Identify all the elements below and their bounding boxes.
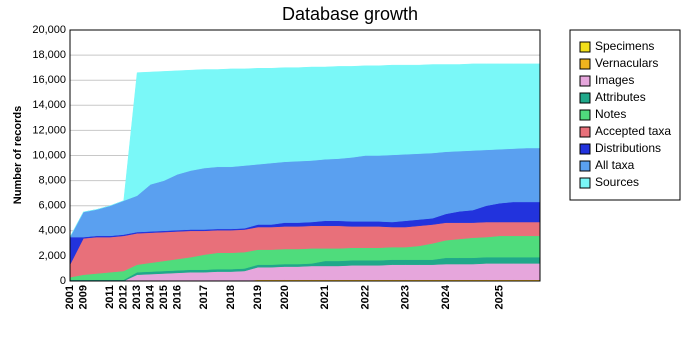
legend-swatch: [579, 143, 591, 155]
x-tick-label: 2022: [359, 285, 371, 309]
chart-title: Database growth: [282, 4, 418, 24]
y-tick-label: 14,000: [32, 99, 66, 111]
legend-swatch: [579, 41, 591, 53]
legend-label: Attributes: [595, 90, 646, 104]
y-tick-label: 20,000: [32, 24, 66, 36]
legend-swatch: [579, 160, 591, 172]
x-tick-label: 2020: [279, 285, 291, 309]
y-tick-label: 12,000: [32, 124, 66, 136]
y-tick-label: 0: [60, 275, 66, 287]
x-tick-label: 2023: [400, 285, 412, 309]
legend-label: Sources: [595, 175, 639, 189]
x-tick-label: 2017: [198, 285, 210, 309]
x-tick-label: 2021: [319, 285, 331, 309]
x-tick-label: 2011: [104, 285, 116, 309]
legend-label: Images: [595, 73, 634, 87]
y-tick-label: 4,000: [38, 225, 66, 237]
x-tick-label: 2012: [118, 285, 130, 309]
legend-swatch: [579, 75, 591, 87]
legend-label: Accepted taxa: [595, 124, 671, 138]
x-tick-label: 2025: [494, 285, 506, 309]
y-tick-label: 16,000: [32, 74, 66, 86]
plot-frame: [69, 29, 541, 282]
legend-swatch: [579, 92, 591, 104]
legend-label: Notes: [595, 107, 626, 121]
x-tick-label: 2018: [225, 285, 237, 309]
x-tick-label: 2009: [77, 285, 89, 309]
legend-label: Vernaculars: [595, 56, 658, 70]
y-axis-label: Number of records: [12, 106, 24, 204]
legend-label: Specimens: [595, 39, 654, 53]
x-tick-label: 2019: [252, 285, 264, 309]
x-tick-label: 2016: [171, 285, 183, 309]
y-tick-label: 18,000: [32, 49, 66, 61]
y-tick-label: 8,000: [38, 175, 66, 187]
y-tick-label: 10,000: [32, 149, 66, 161]
y-tick-label: 6,000: [38, 200, 66, 212]
y-tick-label: 2,000: [38, 250, 66, 262]
x-tick-label: 2014: [144, 284, 156, 309]
legend-label: Distributions: [595, 141, 661, 155]
x-tick-label: 2024: [440, 284, 452, 309]
x-tick-label: 2013: [131, 285, 143, 309]
legend-swatch: [579, 126, 591, 138]
legend-label: All taxa: [595, 158, 635, 172]
x-tick-label: 2001: [64, 285, 76, 309]
legend-swatch: [579, 109, 591, 121]
x-tick-label: 2015: [158, 285, 170, 309]
legend-swatch: [579, 58, 591, 70]
legend-swatch: [579, 177, 591, 189]
